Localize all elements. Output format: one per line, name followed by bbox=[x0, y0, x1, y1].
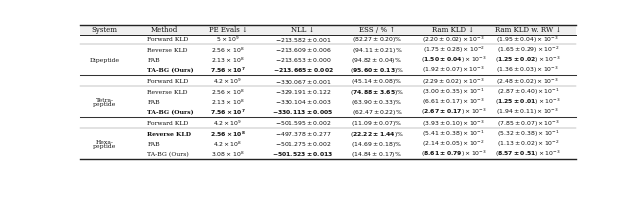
Text: $(\mathbf{8.61 \pm 0.79}) \times 10^{-3}$: $(\mathbf{8.61 \pm 0.79}) \times 10^{-3}… bbox=[420, 149, 486, 159]
Text: Forward KLD: Forward KLD bbox=[147, 121, 189, 126]
Text: peptide: peptide bbox=[93, 144, 116, 149]
Text: $(1.95 \pm 0.04) \times 10^{-3}$: $(1.95 \pm 0.04) \times 10^{-3}$ bbox=[497, 34, 559, 45]
Text: $(1.36 \pm 0.03) \times 10^{-3}$: $(1.36 \pm 0.03) \times 10^{-3}$ bbox=[497, 65, 559, 75]
Text: Ram KLD ↓: Ram KLD ↓ bbox=[433, 26, 475, 34]
Text: $(2.87 \pm 0.40) \times 10^{-1}$: $(2.87 \pm 0.40) \times 10^{-1}$ bbox=[497, 87, 559, 97]
Text: Forward KLD: Forward KLD bbox=[147, 79, 189, 84]
Text: $-213.582 \pm 0.001$: $-213.582 \pm 0.001$ bbox=[275, 36, 332, 44]
Text: $(45.14 \pm 0.08)\%$: $(45.14 \pm 0.08)\%$ bbox=[351, 77, 403, 86]
Text: $(5.41 \pm 0.38) \times 10^{-1}$: $(5.41 \pm 0.38) \times 10^{-1}$ bbox=[422, 129, 485, 139]
Text: $(62.47 \pm 0.22)\%$: $(62.47 \pm 0.22)\%$ bbox=[351, 108, 402, 117]
Text: $5 \times 10^9$: $5 \times 10^9$ bbox=[216, 35, 240, 44]
Text: $(5.32 \pm 0.38) \times 10^{-1}$: $(5.32 \pm 0.38) \times 10^{-1}$ bbox=[497, 129, 559, 139]
Text: $-213.609 \pm 0.006$: $-213.609 \pm 0.006$ bbox=[275, 46, 332, 54]
Text: $-330.067 \pm 0.001$: $-330.067 \pm 0.001$ bbox=[275, 77, 332, 86]
Text: $\mathbf{-501.523 \pm 0.013}$: $\mathbf{-501.523 \pm 0.013}$ bbox=[273, 150, 334, 158]
Text: $\mathbf{7.56 \times 10^7}$: $\mathbf{7.56 \times 10^7}$ bbox=[210, 66, 246, 75]
Text: $(82.27 \pm 0.20)\%$: $(82.27 \pm 0.20)\%$ bbox=[352, 35, 402, 44]
Text: $(\mathbf{2.67 \pm 0.17}) \times 10^{-3}$: $(\mathbf{2.67 \pm 0.17}) \times 10^{-3}… bbox=[420, 107, 486, 117]
Text: $(7.85 \pm 0.07) \times 10^{-3}$: $(7.85 \pm 0.07) \times 10^{-3}$ bbox=[497, 118, 559, 129]
Text: FAB: FAB bbox=[147, 142, 160, 147]
Text: Reverse KLD: Reverse KLD bbox=[147, 90, 188, 95]
Text: $(1.65 \pm 0.29) \times 10^{-2}$: $(1.65 \pm 0.29) \times 10^{-2}$ bbox=[497, 45, 559, 55]
Text: $(\mathbf{1.25 \pm 0.02}) \times 10^{-3}$: $(\mathbf{1.25 \pm 0.02}) \times 10^{-3}… bbox=[495, 55, 561, 66]
Text: Reverse KLD: Reverse KLD bbox=[147, 132, 191, 137]
Text: $(\mathbf{22.22 \pm 1.44})\%$: $(\mathbf{22.22 \pm 1.44})\%$ bbox=[350, 130, 404, 139]
Text: $(\mathbf{74.88 \pm 3.65})\%$: $(\mathbf{74.88 \pm 3.65})\%$ bbox=[349, 88, 404, 97]
Text: $-329.191 \pm 0.122$: $-329.191 \pm 0.122$ bbox=[275, 88, 332, 96]
Text: $(\mathbf{1.50 \pm 0.04}) \times 10^{-3}$: $(\mathbf{1.50 \pm 0.04}) \times 10^{-3}… bbox=[420, 55, 486, 66]
Bar bbox=[80, 25, 576, 35]
Text: ESS / % ↑: ESS / % ↑ bbox=[358, 26, 395, 34]
Text: Method: Method bbox=[150, 26, 178, 34]
Text: $(63.90 \pm 0.33)\%$: $(63.90 \pm 0.33)\%$ bbox=[351, 98, 403, 107]
Text: Dipeptide: Dipeptide bbox=[90, 58, 120, 63]
Text: FAB: FAB bbox=[147, 58, 160, 63]
Text: $(2.29 \pm 0.02) \times 10^{-3}$: $(2.29 \pm 0.02) \times 10^{-3}$ bbox=[422, 76, 484, 87]
Text: PE Evals ↓: PE Evals ↓ bbox=[209, 26, 248, 34]
Text: $2.13 \times 10^8$: $2.13 \times 10^8$ bbox=[211, 56, 244, 65]
Text: $-330.104 \pm 0.003$: $-330.104 \pm 0.003$ bbox=[275, 98, 332, 106]
Text: Forward KLD: Forward KLD bbox=[147, 37, 189, 42]
Text: $-497.378 \pm 0.277$: $-497.378 \pm 0.277$ bbox=[275, 130, 332, 138]
Text: $(\mathbf{8.57 \pm 0.51}) \times 10^{-3}$: $(\mathbf{8.57 \pm 0.51}) \times 10^{-3}… bbox=[495, 149, 561, 159]
Text: $-501.595 \pm 0.002$: $-501.595 \pm 0.002$ bbox=[275, 119, 332, 128]
Text: $\mathbf{-213.665 \pm 0.002}$: $\mathbf{-213.665 \pm 0.002}$ bbox=[273, 66, 334, 74]
Text: $4.2 \times 10^9$: $4.2 \times 10^9$ bbox=[214, 77, 243, 86]
Text: $(2.20 \pm 0.02) \times 10^{-3}$: $(2.20 \pm 0.02) \times 10^{-3}$ bbox=[422, 34, 485, 45]
Text: $\mathbf{-330.113 \pm 0.005}$: $\mathbf{-330.113 \pm 0.005}$ bbox=[273, 108, 334, 116]
Text: $(1.13 \pm 0.02) \times 10^{-2}$: $(1.13 \pm 0.02) \times 10^{-2}$ bbox=[497, 139, 559, 149]
Text: TA-BG (Ours): TA-BG (Ours) bbox=[147, 68, 194, 73]
Text: $(2.14 \pm 0.05) \times 10^{-2}$: $(2.14 \pm 0.05) \times 10^{-2}$ bbox=[422, 139, 485, 149]
Text: TA-BG (Ours): TA-BG (Ours) bbox=[147, 152, 189, 157]
Text: $(\mathbf{1.25 \pm 0.01}) \times 10^{-3}$: $(\mathbf{1.25 \pm 0.01}) \times 10^{-3}… bbox=[495, 97, 561, 108]
Text: peptide: peptide bbox=[93, 102, 116, 107]
Text: $(1.94 \pm 0.11) \times 10^{-3}$: $(1.94 \pm 0.11) \times 10^{-3}$ bbox=[497, 107, 559, 117]
Text: $2.13 \times 10^8$: $2.13 \times 10^8$ bbox=[211, 98, 244, 107]
Text: $(11.09 \pm 0.07)\%$: $(11.09 \pm 0.07)\%$ bbox=[351, 119, 403, 128]
Text: $-501.275 \pm 0.002$: $-501.275 \pm 0.002$ bbox=[275, 140, 332, 148]
Text: $(3.93 \pm 0.10) \times 10^{-3}$: $(3.93 \pm 0.10) \times 10^{-3}$ bbox=[422, 118, 485, 129]
Text: $(6.61 \pm 0.17) \times 10^{-3}$: $(6.61 \pm 0.17) \times 10^{-3}$ bbox=[422, 97, 485, 108]
Text: Tetra-: Tetra- bbox=[96, 98, 114, 103]
Text: $4.2 \times 10^8$: $4.2 \times 10^8$ bbox=[214, 140, 243, 149]
Text: TA-BG (Ours): TA-BG (Ours) bbox=[147, 110, 194, 115]
Text: Hexa-: Hexa- bbox=[96, 140, 114, 145]
Text: $3.08 \times 10^8$: $3.08 \times 10^8$ bbox=[211, 150, 244, 159]
Text: FAB: FAB bbox=[147, 100, 160, 105]
Text: Ram KLD w. RW ↓: Ram KLD w. RW ↓ bbox=[495, 26, 561, 34]
Text: $(1.92 \pm 0.07) \times 10^{-3}$: $(1.92 \pm 0.07) \times 10^{-3}$ bbox=[422, 65, 485, 75]
Text: $(1.75 \pm 0.28) \times 10^{-2}$: $(1.75 \pm 0.28) \times 10^{-2}$ bbox=[422, 45, 484, 55]
Text: $\mathbf{7.56 \times 10^7}$: $\mathbf{7.56 \times 10^7}$ bbox=[210, 108, 246, 117]
Text: $(94.11 \pm 0.21)\%$: $(94.11 \pm 0.21)\%$ bbox=[351, 46, 402, 55]
Text: $\mathbf{2.56 \times 10^8}$: $\mathbf{2.56 \times 10^8}$ bbox=[210, 130, 246, 139]
Text: $2.56 \times 10^8$: $2.56 \times 10^8$ bbox=[211, 46, 244, 55]
Text: $(94.82 \pm 0.04)\%$: $(94.82 \pm 0.04)\%$ bbox=[351, 56, 403, 65]
Text: $2.56 \times 10^8$: $2.56 \times 10^8$ bbox=[211, 88, 244, 97]
Text: $(14.84 \pm 0.17)\%$: $(14.84 \pm 0.17)\%$ bbox=[351, 150, 403, 159]
Text: $(2.48 \pm 0.02) \times 10^{-3}$: $(2.48 \pm 0.02) \times 10^{-3}$ bbox=[497, 76, 559, 87]
Text: Reverse KLD: Reverse KLD bbox=[147, 48, 188, 53]
Text: $-213.653 \pm 0.000$: $-213.653 \pm 0.000$ bbox=[275, 56, 332, 64]
Text: NLL ↓: NLL ↓ bbox=[291, 26, 315, 34]
Text: $(\mathbf{95.60 \pm 0.13})\%$: $(\mathbf{95.60 \pm 0.13})\%$ bbox=[349, 66, 404, 75]
Text: $4.2 \times 10^9$: $4.2 \times 10^9$ bbox=[214, 119, 243, 128]
Text: $(14.69 \pm 0.18)\%$: $(14.69 \pm 0.18)\%$ bbox=[351, 140, 403, 149]
Text: System: System bbox=[92, 26, 118, 34]
Text: $(3.00 \pm 0.35) \times 10^{-1}$: $(3.00 \pm 0.35) \times 10^{-1}$ bbox=[422, 87, 485, 97]
